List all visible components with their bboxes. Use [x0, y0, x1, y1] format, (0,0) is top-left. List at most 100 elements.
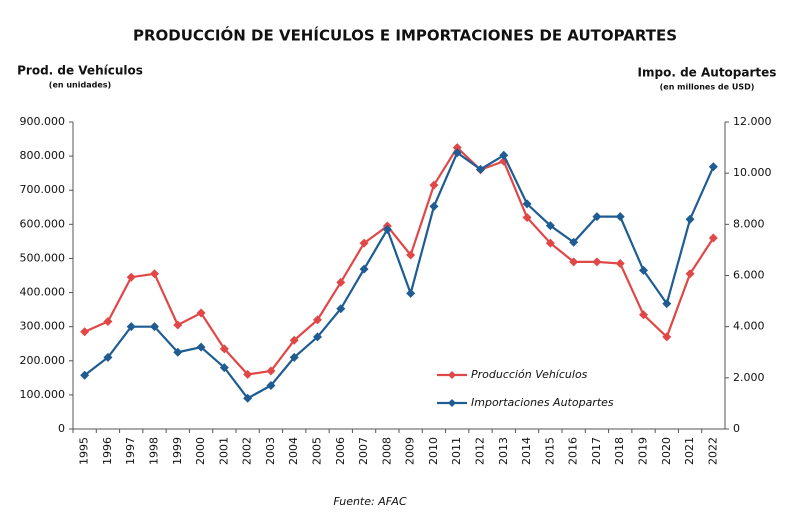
- point-marker: [592, 257, 602, 267]
- legend-marker: [448, 399, 456, 407]
- x-tick-label: 2006: [334, 437, 347, 465]
- x-tick-label: 2022: [706, 437, 719, 465]
- point-marker: [243, 393, 253, 403]
- x-tick-label: 2010: [427, 437, 440, 465]
- point-marker: [173, 347, 183, 357]
- x-tick-label: 2002: [241, 437, 254, 465]
- x-tick-label: 1997: [124, 437, 137, 465]
- point-marker: [313, 332, 322, 342]
- series-line: [83, 151, 715, 400]
- x-tick-label: 2015: [543, 437, 556, 465]
- x-tick-label: 2017: [590, 437, 603, 465]
- y-tick-label: 700.000: [20, 183, 66, 196]
- legend-label: Importaciones Autopartes: [471, 396, 614, 409]
- point-marker: [662, 332, 672, 342]
- point-marker: [569, 257, 579, 267]
- x-tick-label: 2013: [497, 437, 510, 465]
- point-marker: [708, 233, 718, 243]
- point-marker: [173, 320, 183, 330]
- x-tick-label: 2014: [520, 437, 533, 465]
- point-marker: [196, 308, 206, 318]
- point-marker: [569, 237, 579, 247]
- y2-tick-label: 2.000: [733, 371, 765, 384]
- point-marker: [685, 269, 695, 279]
- y-tick-label: 300.000: [20, 320, 66, 333]
- x-tick-label: 2012: [474, 437, 487, 465]
- x-tick-label: 2011: [450, 437, 463, 465]
- point-marker: [313, 315, 322, 325]
- y-axis-subtitle: (en unidades): [49, 81, 111, 90]
- point-marker: [150, 322, 159, 332]
- point-marker: [406, 288, 416, 298]
- x-tick-label: 2020: [660, 437, 673, 465]
- point-marker: [499, 150, 509, 160]
- x-tick-label: 2001: [217, 437, 230, 465]
- point-marker: [103, 352, 113, 362]
- point-marker: [289, 335, 299, 345]
- point-marker: [336, 304, 346, 314]
- point-marker: [359, 264, 369, 274]
- source-note: Fuente: AFAC: [333, 495, 407, 508]
- y2-tick-label: 8.000: [733, 217, 765, 230]
- x-tick-label: 2008: [380, 437, 393, 465]
- x-tick-label: 2009: [404, 437, 417, 465]
- legend-label: Producción Vehículos: [471, 368, 588, 381]
- point-marker: [150, 269, 159, 279]
- point-marker: [359, 238, 369, 248]
- point-marker: [685, 214, 695, 224]
- point-marker: [196, 342, 206, 352]
- chart-title: PRODUCCIÓN DE VEHÍCULOS E IMPORTACIONES …: [133, 26, 677, 45]
- point-marker: [126, 322, 136, 332]
- y-tick-label: 100.000: [20, 388, 66, 401]
- y2-tick-label: 10.000: [733, 166, 772, 179]
- x-tick-label: 2007: [357, 437, 370, 465]
- point-marker: [708, 162, 718, 172]
- point-marker: [476, 164, 485, 174]
- y2-tick-label: 4.000: [733, 320, 765, 333]
- y-tick-label: 600.000: [20, 217, 66, 230]
- point-marker: [219, 344, 229, 354]
- point-marker: [103, 317, 113, 327]
- point-marker: [80, 370, 90, 380]
- y-tick-label: 200.000: [20, 354, 66, 367]
- x-tick-label: 2019: [637, 437, 650, 465]
- point-marker: [615, 212, 625, 222]
- x-tick-label: 2021: [683, 437, 696, 465]
- y-tick-label: 800.000: [20, 149, 66, 162]
- point-marker: [266, 366, 276, 376]
- y2-tick-label: 6.000: [733, 269, 765, 282]
- x-tick-label: 2016: [567, 437, 580, 465]
- point-marker: [406, 250, 416, 260]
- point-marker: [545, 238, 555, 248]
- x-tick-label: 2000: [194, 437, 207, 465]
- point-marker: [522, 199, 532, 209]
- point-marker: [126, 272, 136, 282]
- x-tick-label: 2005: [311, 437, 324, 465]
- point-marker: [639, 265, 648, 275]
- x-tick-label: 1996: [101, 437, 114, 465]
- x-tick-label: 2018: [613, 437, 626, 465]
- point-marker: [452, 143, 462, 153]
- point-marker: [336, 277, 346, 287]
- y2-axis-subtitle: (en millones de USD): [660, 83, 755, 92]
- y-axis-title: Prod. de Vehículos: [17, 64, 143, 78]
- point-marker: [429, 201, 439, 211]
- point-marker: [243, 369, 253, 379]
- point-marker: [219, 363, 229, 373]
- series-line: [84, 145, 715, 376]
- x-tick-label: 2004: [287, 437, 300, 465]
- point-marker: [545, 221, 555, 231]
- point-marker: [452, 148, 462, 158]
- point-marker: [429, 180, 439, 190]
- point-marker: [266, 381, 276, 391]
- point-marker: [289, 352, 299, 362]
- point-marker: [615, 259, 625, 269]
- legend-marker: [448, 371, 456, 379]
- y-tick-label: 500.000: [20, 251, 66, 264]
- point-marker: [80, 327, 90, 337]
- x-tick-label: 1995: [78, 437, 91, 465]
- x-tick-label: 1999: [171, 437, 184, 465]
- y-tick-label: 400.000: [20, 286, 66, 299]
- y2-tick-label: 0: [733, 422, 740, 435]
